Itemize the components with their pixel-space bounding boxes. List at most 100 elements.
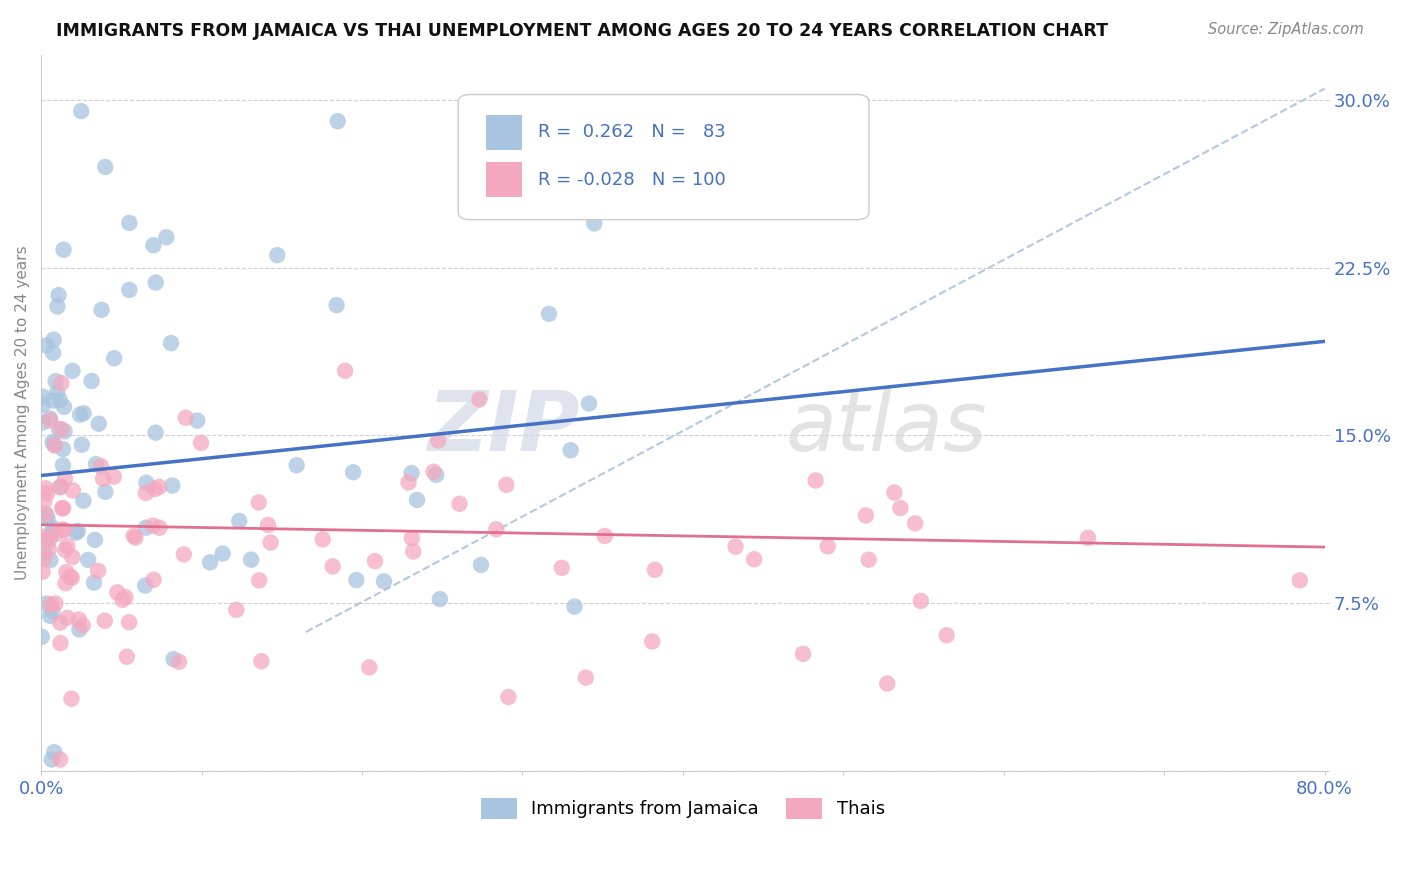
Point	[62, 483, 84, 498]
Point	[470, 558, 492, 572]
Point	[398, 475, 420, 490]
Point	[889, 500, 911, 515]
Point	[240, 552, 263, 566]
Point	[46, 385, 69, 400]
Point	[211, 547, 233, 561]
Point	[53, 400, 76, 414]
Point	[422, 465, 444, 479]
Point	[52, 442, 75, 457]
Point	[49, 480, 72, 494]
Point	[44, 597, 66, 611]
Point	[228, 514, 250, 528]
Text: atlas: atlas	[786, 387, 987, 467]
Point	[401, 466, 423, 480]
Point	[449, 497, 471, 511]
Point	[48, 288, 70, 302]
Point	[160, 336, 183, 351]
Point	[225, 603, 247, 617]
Point	[48, 422, 70, 436]
Point	[91, 472, 114, 486]
Point	[39, 553, 62, 567]
Point	[42, 393, 65, 408]
FancyBboxPatch shape	[486, 162, 523, 197]
Point	[402, 544, 425, 558]
Point	[87, 564, 110, 578]
Point	[364, 554, 387, 568]
Point	[311, 533, 333, 547]
Point	[49, 393, 72, 408]
Point	[578, 396, 600, 410]
FancyBboxPatch shape	[458, 95, 869, 219]
Point	[39, 608, 62, 623]
Point	[90, 459, 112, 474]
Point	[72, 618, 94, 632]
Point	[31, 630, 53, 644]
Point	[32, 390, 55, 404]
Point	[904, 516, 927, 531]
Point	[34, 493, 56, 508]
Point	[94, 484, 117, 499]
Point	[45, 527, 67, 541]
Point	[792, 647, 814, 661]
Point	[52, 523, 75, 537]
Point	[468, 392, 491, 407]
Point	[145, 425, 167, 440]
Point	[155, 230, 177, 244]
Point	[162, 478, 184, 492]
Point	[35, 508, 58, 523]
Point	[118, 283, 141, 297]
Point	[135, 475, 157, 490]
Text: R =  0.262   N =   83: R = 0.262 N = 83	[538, 123, 725, 142]
Legend: Immigrants from Jamaica, Thais: Immigrants from Jamaica, Thais	[474, 791, 891, 826]
Point	[94, 614, 117, 628]
Point	[65, 525, 87, 540]
Point	[575, 671, 598, 685]
Point	[122, 529, 145, 543]
Point	[77, 553, 100, 567]
Point	[35, 481, 58, 495]
Point	[67, 623, 90, 637]
Point	[111, 592, 134, 607]
Point	[641, 634, 664, 648]
FancyBboxPatch shape	[486, 115, 523, 150]
Point	[35, 597, 58, 611]
Point	[167, 655, 190, 669]
Point	[326, 114, 349, 128]
Point	[593, 529, 616, 543]
Point	[537, 307, 560, 321]
Point	[724, 540, 747, 554]
Point	[52, 523, 75, 537]
Point	[105, 585, 128, 599]
Point	[70, 103, 93, 118]
Point	[67, 613, 90, 627]
Point	[53, 425, 76, 439]
Point	[49, 615, 72, 630]
Point	[38, 542, 60, 557]
Point	[247, 495, 270, 509]
Point	[883, 485, 905, 500]
Point	[31, 398, 53, 412]
Point	[114, 590, 136, 604]
Text: IMMIGRANTS FROM JAMAICA VS THAI UNEMPLOYMENT AMONG AGES 20 TO 24 YEARS CORRELATI: IMMIGRANTS FROM JAMAICA VS THAI UNEMPLOY…	[56, 22, 1108, 40]
Point	[31, 565, 53, 579]
Point	[344, 573, 367, 587]
Point	[858, 552, 880, 566]
Point	[51, 376, 73, 390]
Point	[41, 604, 63, 618]
Point	[935, 628, 957, 642]
Point	[69, 408, 91, 422]
Point	[51, 422, 73, 436]
Point	[495, 478, 517, 492]
Point	[52, 458, 75, 473]
Point	[42, 346, 65, 360]
Point	[325, 298, 347, 312]
Point	[186, 413, 208, 427]
Point	[87, 417, 110, 431]
Point	[39, 411, 62, 425]
Point	[148, 521, 170, 535]
Point	[38, 533, 60, 547]
Point	[39, 598, 62, 612]
Point	[142, 518, 165, 533]
Point	[80, 374, 103, 388]
Point	[564, 599, 586, 614]
